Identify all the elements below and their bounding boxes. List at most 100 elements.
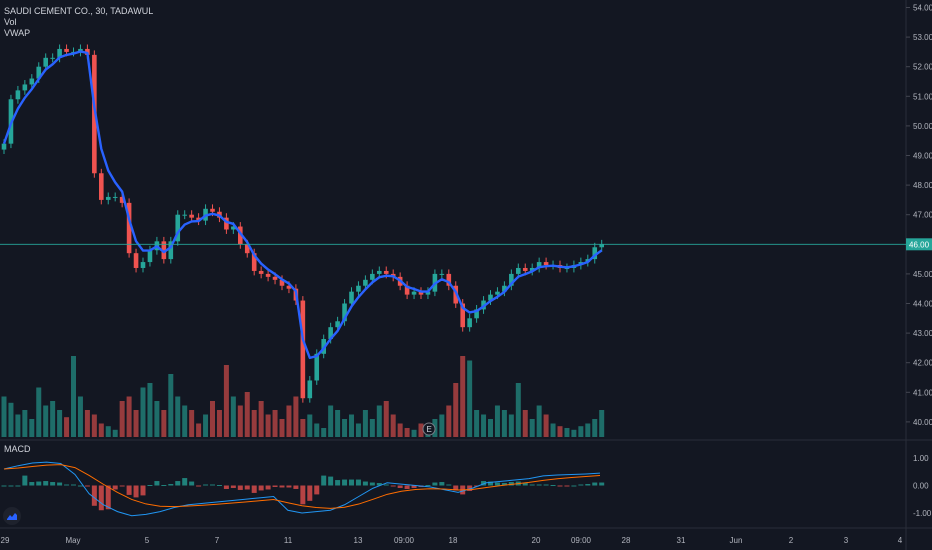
price-tick-label: 41.00 bbox=[913, 388, 932, 397]
volume-bar bbox=[57, 410, 63, 437]
volume-bar bbox=[272, 410, 278, 437]
volume-bar bbox=[571, 429, 577, 437]
candle-body bbox=[446, 273, 452, 286]
volume-bar bbox=[467, 360, 473, 437]
volume-bar bbox=[154, 401, 160, 437]
macd-histogram-bar bbox=[376, 483, 382, 486]
macd-histogram-bar bbox=[300, 485, 306, 505]
volume-bar bbox=[84, 410, 90, 437]
macd-legend: MACD bbox=[4, 444, 31, 454]
macd-histogram-bar bbox=[251, 485, 257, 493]
candle-body bbox=[43, 57, 48, 67]
volume-bar bbox=[258, 401, 264, 437]
macd-histogram-bar bbox=[237, 485, 243, 490]
time-tick-label: 5 bbox=[145, 536, 150, 545]
vwap-line bbox=[2, 50, 603, 360]
macd-histogram-bar bbox=[474, 485, 480, 487]
volume-bar bbox=[508, 414, 514, 437]
macd-histogram-bar bbox=[265, 485, 271, 490]
macd-histogram-bar bbox=[453, 485, 459, 491]
macd-histogram-bar bbox=[432, 482, 438, 486]
volume-bar bbox=[140, 387, 146, 437]
candle-body bbox=[488, 294, 493, 301]
macd-histogram-bar bbox=[390, 485, 396, 487]
macd-histogram-bar bbox=[564, 485, 570, 487]
volume-bar bbox=[300, 419, 306, 437]
volume-bar bbox=[446, 405, 452, 437]
volume-bar bbox=[223, 365, 229, 437]
volume-bar bbox=[126, 396, 132, 437]
candle-body bbox=[147, 250, 153, 263]
time-tick-label: 3 bbox=[844, 536, 849, 545]
candle-body bbox=[126, 202, 132, 254]
volume-bar bbox=[335, 410, 341, 437]
volume-bar bbox=[105, 426, 111, 437]
candle-body bbox=[543, 262, 549, 266]
macd-histogram-bar bbox=[77, 485, 83, 487]
candle-body bbox=[161, 241, 167, 260]
tradingview-logo-icon[interactable] bbox=[3, 507, 21, 525]
macd-histogram-bar bbox=[64, 484, 70, 486]
macd-histogram-bar bbox=[599, 482, 605, 486]
macd-tick-label: 1.00 bbox=[913, 454, 929, 463]
volume-bar bbox=[71, 356, 76, 437]
candle-body bbox=[335, 321, 340, 328]
macd-histogram-bar bbox=[196, 485, 202, 487]
macd-histogram-bar bbox=[84, 485, 90, 487]
candle-body bbox=[36, 66, 42, 79]
macd-histogram-bar bbox=[43, 481, 49, 486]
candle-body bbox=[592, 247, 598, 260]
candle-body bbox=[15, 90, 21, 100]
volume-bar bbox=[494, 405, 500, 437]
time-tick-label: 09:00 bbox=[394, 536, 415, 545]
current-price-label: 46.00 bbox=[909, 240, 930, 249]
volume-bar bbox=[383, 401, 389, 437]
candle-body bbox=[238, 226, 243, 245]
macd-histogram-bar bbox=[536, 484, 542, 486]
macd-histogram-bar bbox=[411, 485, 417, 488]
macd-histogram-bar bbox=[223, 485, 229, 489]
macd-histogram-bar bbox=[362, 481, 368, 486]
volume-bar bbox=[550, 423, 556, 437]
candle-body bbox=[119, 196, 125, 203]
volume-bar bbox=[355, 423, 361, 437]
candle-body bbox=[529, 267, 535, 271]
time-tick-label: 13 bbox=[354, 536, 363, 545]
volume-bar bbox=[168, 374, 174, 437]
macd-histogram-bar bbox=[216, 485, 222, 487]
macd-histogram-bar bbox=[154, 481, 160, 486]
time-tick-label: 31 bbox=[677, 536, 686, 545]
candle-body bbox=[300, 300, 306, 399]
volume-bar bbox=[564, 428, 570, 437]
candle-body bbox=[460, 303, 465, 328]
candle-body bbox=[342, 303, 347, 322]
macd-histogram-bar bbox=[168, 484, 174, 486]
volume-bar bbox=[230, 396, 236, 437]
volume-bar bbox=[362, 410, 368, 437]
volume-bar bbox=[515, 383, 521, 437]
macd-histogram-bar bbox=[314, 485, 320, 495]
symbol-legend[interactable]: SAUDI CEMENT CO., 30, TADAWUL Vol VWAP bbox=[4, 6, 153, 39]
candle-body bbox=[599, 244, 604, 248]
candle-body bbox=[411, 291, 417, 295]
macd-histogram-bar bbox=[321, 475, 327, 486]
candle-body bbox=[495, 291, 500, 295]
candle-body bbox=[50, 57, 55, 59]
price-tick-label: 53.00 bbox=[913, 33, 932, 42]
volume-bar bbox=[453, 383, 459, 437]
volume-bar bbox=[293, 396, 299, 437]
volume-bar bbox=[488, 419, 493, 437]
macd-histogram-bar bbox=[369, 482, 375, 486]
volume-bar bbox=[411, 429, 417, 437]
volume-bar bbox=[210, 401, 215, 437]
macd-histogram-bar bbox=[467, 485, 473, 491]
candle-body bbox=[140, 262, 146, 268]
macd-histogram-bar bbox=[133, 485, 139, 498]
volume-bar bbox=[203, 414, 209, 437]
volume-bar bbox=[599, 410, 605, 437]
macd-histogram-bar bbox=[1, 485, 7, 487]
volume-bar bbox=[592, 419, 598, 437]
volume-bar bbox=[91, 414, 97, 437]
candle-body bbox=[210, 208, 215, 212]
